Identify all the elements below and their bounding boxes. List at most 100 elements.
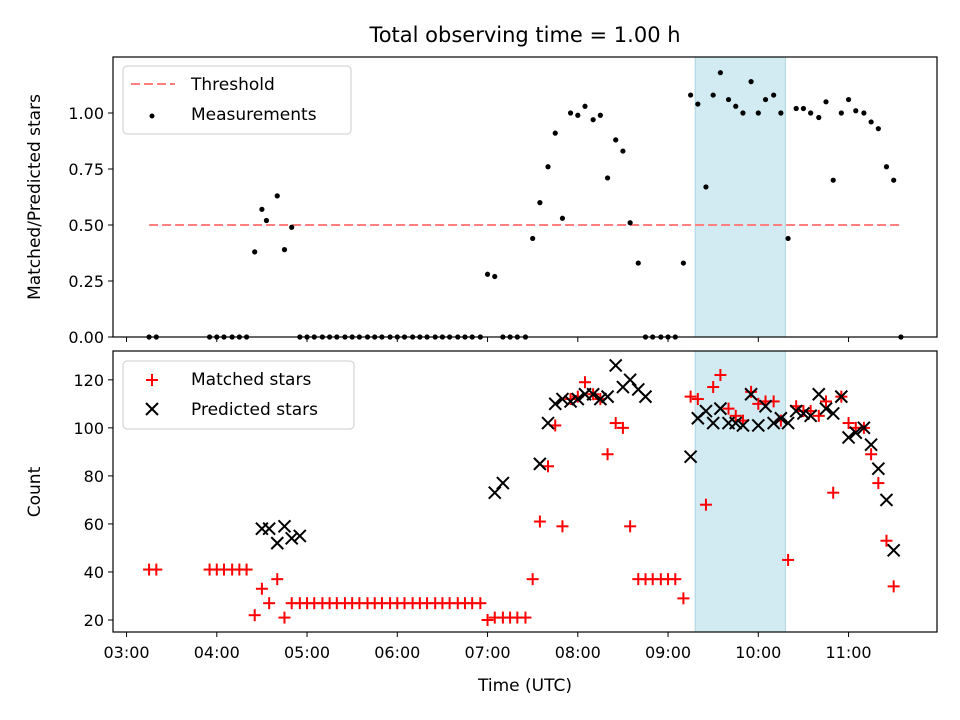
measurement-point [830,177,836,183]
count-y-tick-label: 80 [84,467,104,486]
matched-star-marker [609,417,622,430]
matched-star-marker [880,534,893,547]
matched-star-marker [677,592,690,605]
matched-star-marker [248,609,261,622]
ratio-panel-frame [112,56,938,338]
measurement-point [838,110,844,116]
predicted-star-marker [623,373,637,387]
ratio-x-ticks [126,337,850,342]
legend-predicted-swatch [145,402,159,416]
predicted-star-marker [608,358,623,373]
matched-star-marker [150,563,163,576]
predicted-star-marker [864,437,878,452]
measurement-point [891,177,897,183]
predicted-star-marker [713,401,728,416]
matched-star-marker [533,515,546,528]
time-x-tick-label: 04:00 [194,643,240,662]
ratio-panel: 0.00 0.25 0.50 0.75 1.00 Matched/Predicted s… [25,56,938,347]
measurement-point [613,137,619,143]
measurement-point [530,235,536,242]
matched-star-marker [624,520,637,533]
matched-star-marker [729,409,742,422]
predicted-star-marker [857,421,871,435]
predicted-star-marker [729,416,743,430]
matched-star-marker [707,381,720,394]
matched-star-marker [474,597,487,610]
measurement-point [748,79,754,85]
measurement-point [597,112,603,118]
measurement-point [635,260,641,266]
measurement-point [582,103,588,109]
predicted-star-marker [699,404,713,418]
matched-star-marker [669,573,682,586]
predicted-star-marker [803,409,818,423]
legend-predicted-label: Predicted stars [191,400,318,420]
measurement-point [492,273,498,280]
predicted-star-marker [766,416,781,430]
predicted-star-marker [541,416,555,430]
measurement-point [567,110,574,116]
measurement-point [680,260,686,266]
legend-measurements-swatch [149,113,155,119]
measurement-point [762,96,769,103]
measurement-point [688,92,694,98]
matched-star-marker [812,409,825,422]
ratio-y-tick-label: 0.50 [68,216,104,235]
measurement-point [883,164,890,170]
ratio-y-axis: 0.00 0.25 0.50 0.75 1.00 [68,104,113,347]
measurement-point [252,249,258,255]
count-legend-box [122,360,355,430]
ratio-y-tick-label: 0.75 [68,160,104,179]
legend-threshold-label: Threshold [190,75,275,95]
matched-star-marker [481,613,494,626]
measurement-point [627,220,633,226]
measurement-point [875,126,881,132]
count-panel-frame [112,350,938,633]
time-x-tick-label: 08:00 [555,643,601,662]
time-x-axis: 03:00 04:00 05:00 06:00 07:00 08:00 09:00 10:00… [103,632,872,662]
time-x-tick-label: 09:00 [645,643,691,662]
measurement-point [281,247,288,253]
x-axis-label: Time (UTC) [477,676,572,696]
matched-star-marker [865,448,878,461]
time-x-tick-label: 07:00 [464,643,510,662]
matched-star-marker [887,580,900,593]
matched-star-marker [714,369,727,382]
measurement-point [861,110,867,116]
matched-star-marker [745,385,758,398]
matched-star-marker [842,417,855,430]
ratio-y-tick-label: 0.00 [68,328,104,347]
observing-window-span-lower [694,350,786,633]
measurement-point [725,96,732,103]
time-x-tick-label: 06:00 [374,643,420,662]
ratio-y-tick-label: 1.00 [68,104,104,123]
predicted-star-marker [293,529,307,543]
predicted-star-marker [706,416,720,430]
matched-star-marker [263,597,276,610]
predicted-star-marker [593,392,608,406]
count-y-tick-label: 60 [84,515,104,534]
predicted-star-marker [683,449,698,464]
matched-star-marker [684,390,697,403]
matched-star-marker [240,563,253,576]
predicted-star-marker [270,536,284,550]
predicted-star-marker [496,476,510,490]
measurement-point [823,99,829,105]
measurement-point [590,117,596,123]
count-y-label: Count [25,466,45,517]
predicted-star-marker [638,389,653,404]
predicted-star-marker [548,397,562,411]
matched-star-marker [556,520,569,533]
predicted-star-marker [277,519,292,534]
count-y-axis: 20 40 60 80 100 120 [73,371,113,630]
measurement-point [695,101,701,107]
measurement-point [703,184,709,190]
predicted-star-marker [751,418,766,433]
measurement-point [710,92,716,98]
measurement-point [808,110,814,116]
predicted-star-marker [262,522,276,536]
matched-star-marker [526,573,539,586]
predicted-star-marker [744,387,758,401]
matched-star-marker [519,611,532,624]
ratio-y-tick-label: 0.25 [68,272,104,291]
